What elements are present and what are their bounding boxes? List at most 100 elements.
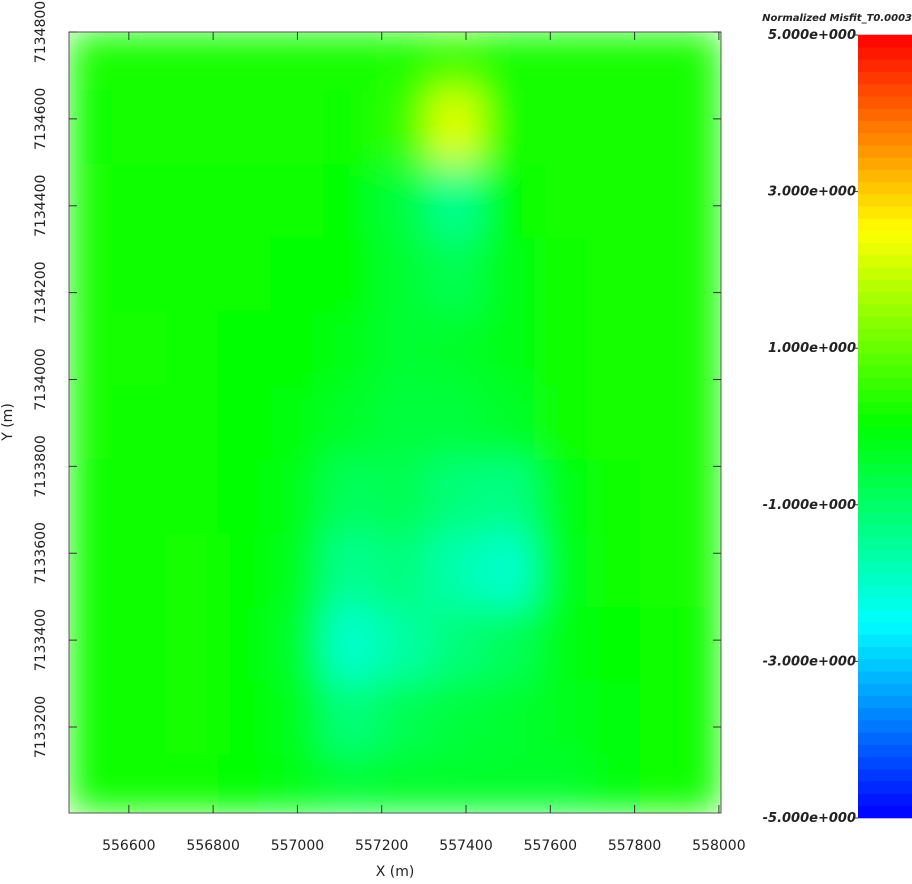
colorbar-tick-label: 3.000e+000 [768,185,856,200]
cell [270,459,325,535]
cell [270,90,325,165]
cell [481,607,536,682]
colorbar-band [858,536,912,550]
cell [375,533,430,609]
cell [165,385,219,461]
cell [112,680,167,756]
cell [692,680,721,756]
cell [534,680,588,756]
cell [165,533,219,609]
cell [534,32,588,92]
colorbar-band [858,683,912,696]
cell [217,237,272,313]
field [69,32,721,813]
cell [586,385,641,461]
cell [270,754,325,813]
cell [481,754,536,813]
colorbar-band [858,132,912,146]
cell [323,680,377,756]
cell [270,680,325,756]
cell [323,237,377,313]
colorbar-band [858,670,912,684]
colorbar-tick-label: 5.000e+000 [768,28,856,43]
cell [481,237,536,313]
cell [69,32,114,92]
cell [428,607,483,682]
colorbar-band [858,499,912,513]
colorbar-band [858,426,912,440]
cell [323,607,377,682]
cell [534,754,588,813]
cell [165,163,219,239]
cell [217,385,272,461]
colorbar-band [858,462,912,476]
x-tick-label: 557000 [271,838,324,854]
colorbar-band [858,205,912,219]
cell [481,680,536,756]
colorbar-band [858,548,912,562]
colorbar-band [858,560,912,574]
cell [481,385,536,461]
colorbar-band [858,732,912,745]
colorbar-band [858,780,912,794]
colorbar-tick-label: -1.000e+000 [763,498,856,513]
cell [534,607,588,682]
cell [165,754,219,813]
cell [428,680,483,756]
colorbar-band [858,401,912,415]
cell [165,607,219,682]
cell [481,533,536,609]
cell [375,32,430,92]
colorbar-title: Normalized Misfit_T0.0003 [762,13,912,24]
cell [217,533,272,609]
colorbar-band [858,475,912,488]
cell [69,237,114,313]
colorbar-band [858,365,912,378]
cell [165,311,219,387]
cell [270,163,325,239]
colorbar: 5.000e+000 3.000e+000 1.000e+000 -1.000e+00… [763,28,912,826]
cell [481,311,536,387]
cell [428,237,483,313]
cell [375,754,430,813]
cell [692,163,721,239]
cell [165,237,219,313]
cell [69,754,114,813]
plot-frame [68,31,722,814]
cell [270,533,325,609]
colorbar-band [858,71,912,85]
colorbar-band [858,59,912,73]
cell [217,163,272,239]
colorbar-band [858,511,912,525]
cell [69,163,114,239]
y-tick-label: 7134800 [33,1,49,63]
cell [534,385,588,461]
cell [217,32,272,92]
cell [375,459,430,535]
cell [375,385,430,461]
cell [586,754,641,813]
colorbar-band [858,83,912,97]
y-tick-label: 7133600 [33,522,49,584]
cell [69,311,114,387]
cell [217,459,272,535]
cell [692,385,721,461]
x-tick-label: 557200 [355,838,408,854]
colorbar-band [858,157,912,170]
colorbar-band [858,267,912,280]
cell [323,385,377,461]
colorbar-band [858,413,912,427]
colorbar-band [858,646,912,660]
cell [586,680,641,756]
cell [639,163,694,239]
cell [270,311,325,387]
cell [323,754,377,813]
colorbar-band [858,597,912,611]
cell [112,163,167,239]
cell [270,32,325,92]
cell [165,680,219,756]
cell [375,680,430,756]
cell [375,237,430,313]
colorbar-band [858,487,912,501]
